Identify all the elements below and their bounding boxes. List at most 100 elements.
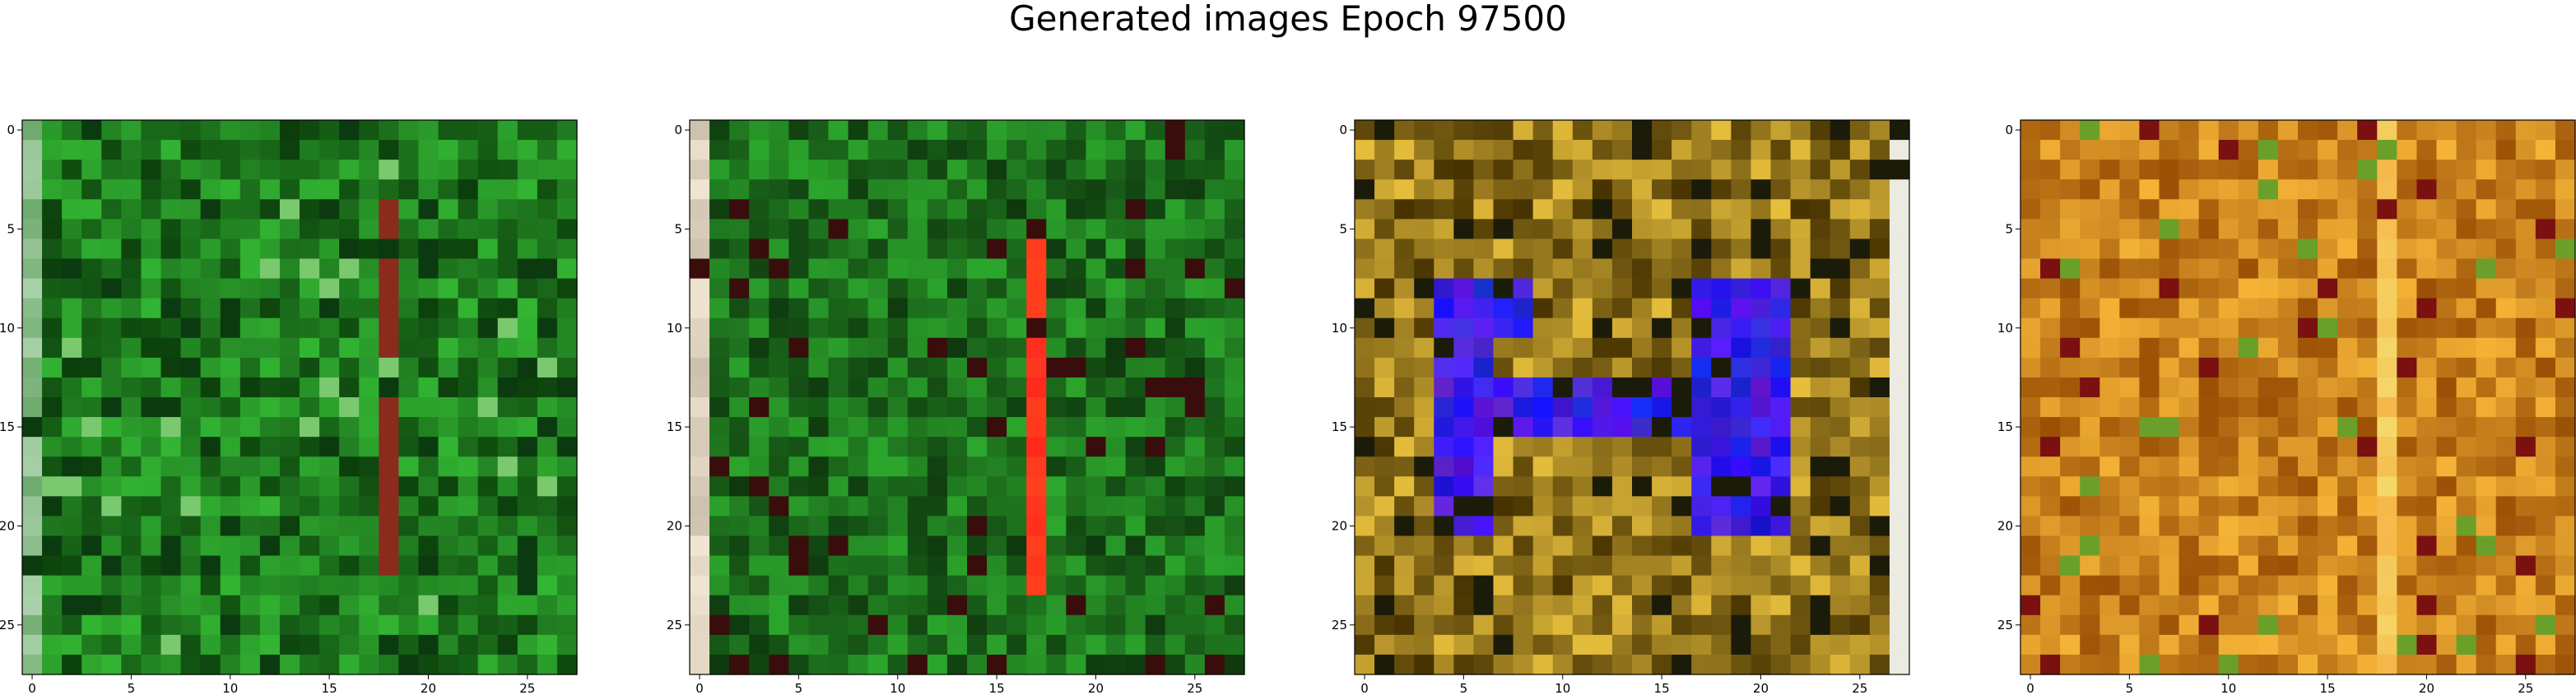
- pixel-cell: [259, 120, 281, 141]
- pixel-cell: [1711, 397, 1732, 418]
- pixel-cell: [2218, 496, 2239, 517]
- pixel-cell: [2277, 199, 2299, 220]
- pixel-cell: [2436, 179, 2457, 200]
- pixel-cell: [1672, 377, 1692, 398]
- pixel-cell: [1224, 397, 1245, 418]
- pixel-cell: [300, 278, 320, 299]
- pixel-cell: [2218, 377, 2239, 398]
- pixel-cell: [220, 417, 241, 438]
- pixel-cell: [2080, 258, 2100, 280]
- pixel-cell: [1849, 397, 1871, 418]
- pixel-cell: [1592, 160, 1613, 180]
- pixel-cell: [2139, 575, 2160, 596]
- pixel-cell: [2257, 199, 2279, 220]
- pixel-cell: [2040, 239, 2061, 260]
- pixel-cell: [1165, 219, 1186, 240]
- pixel-cell: [160, 614, 182, 636]
- pixel-cell: [2377, 575, 2397, 596]
- pixel-cell: [2416, 337, 2438, 359]
- pixel-cell: [2495, 614, 2517, 636]
- pixel-cell: [1632, 516, 1653, 537]
- pixel-cell: [1849, 614, 1871, 636]
- pixel-cell: [319, 614, 340, 636]
- pixel-cell: [749, 417, 770, 438]
- pixel-cell: [42, 654, 63, 675]
- pixel-cell: [2397, 337, 2418, 359]
- pixel-cell: [709, 120, 730, 141]
- pixel-cell: [379, 595, 399, 616]
- pixel-cell: [1770, 437, 1792, 457]
- pixel-cell: [2535, 634, 2556, 656]
- pixel-cell: [160, 516, 182, 537]
- pixel-cell: [1572, 496, 1593, 517]
- pixel-cell: [2416, 357, 2438, 378]
- pixel-cell: [907, 120, 928, 141]
- pixel-cell: [458, 654, 479, 675]
- pixel-cell: [279, 595, 300, 616]
- pixel-cell: [359, 516, 379, 537]
- pixel-cell: [1869, 476, 1890, 497]
- pixel-cell: [1086, 496, 1107, 517]
- pixel-cell: [987, 476, 1007, 497]
- pixel-cell: [180, 317, 202, 339]
- pixel-cell: [808, 337, 830, 359]
- pixel-cell: [1046, 239, 1067, 260]
- pixel-cell: [2099, 219, 2120, 240]
- pixel-cell: [1473, 417, 1495, 438]
- pixel-cell: [1066, 239, 1087, 260]
- pixel-cell: [398, 357, 420, 378]
- pixel-cell: [2318, 535, 2338, 557]
- pixel-cell: [1711, 219, 1732, 240]
- pixel-cell: [1394, 298, 1415, 319]
- pixel-cell: [1355, 179, 1375, 200]
- pixel-cell: [927, 120, 948, 141]
- pixel-cell: [359, 535, 379, 557]
- pixel-cell: [1165, 140, 1186, 160]
- pixel-cell: [2495, 377, 2517, 398]
- pixel-cell: [1849, 417, 1871, 438]
- pixel-cell: [1592, 317, 1613, 339]
- pixel-cell: [458, 516, 479, 537]
- pixel-cell: [1830, 239, 1851, 260]
- y-tick-label: 15: [0, 419, 15, 434]
- pixel-cell: [1453, 437, 1475, 457]
- pixel-cell: [2456, 199, 2477, 220]
- pixel-cell: [259, 476, 281, 497]
- pixel-cell: [2456, 634, 2477, 656]
- pixel-cell: [1145, 160, 1166, 180]
- pixel-cell: [2257, 239, 2279, 260]
- pixel-cell: [418, 476, 439, 497]
- pixel-cell: [1394, 278, 1415, 299]
- pixel-cell: [379, 317, 399, 339]
- pixel-cell: [339, 298, 360, 319]
- pixel-cell: [398, 516, 420, 537]
- pixel-cell: [2515, 160, 2536, 180]
- pixel-cell: [458, 140, 479, 160]
- pixel-cell: [1652, 120, 1672, 141]
- pixel-cell: [200, 160, 221, 180]
- pixel-cell: [339, 179, 360, 200]
- pixel-cell: [2377, 456, 2397, 477]
- axes-frame: [2020, 119, 2576, 675]
- pixel-cell: [1066, 614, 1087, 636]
- pixel-cell: [1751, 397, 1772, 418]
- pixel-cell: [2119, 417, 2141, 438]
- pixel-cell: [2020, 634, 2041, 656]
- pixel-cell: [690, 575, 710, 596]
- pixel-cell: [220, 437, 241, 457]
- pixel-cell: [517, 634, 538, 656]
- pixel-cell: [239, 298, 261, 319]
- pixel-cell: [1414, 496, 1434, 517]
- pixel-cell: [1770, 179, 1792, 200]
- pixel-cell: [769, 120, 789, 141]
- pixel-cell: [1513, 417, 1534, 438]
- pixel-cell: [200, 317, 221, 339]
- pixel-cell: [418, 219, 439, 240]
- pixel-cell: [1224, 219, 1245, 240]
- pixel-cell: [887, 298, 909, 319]
- pixel-cell: [808, 397, 830, 418]
- pixel-cell: [121, 575, 142, 596]
- pixel-cell: [101, 278, 122, 299]
- pixel-cell: [398, 397, 420, 418]
- pixel-cell: [1889, 160, 1910, 180]
